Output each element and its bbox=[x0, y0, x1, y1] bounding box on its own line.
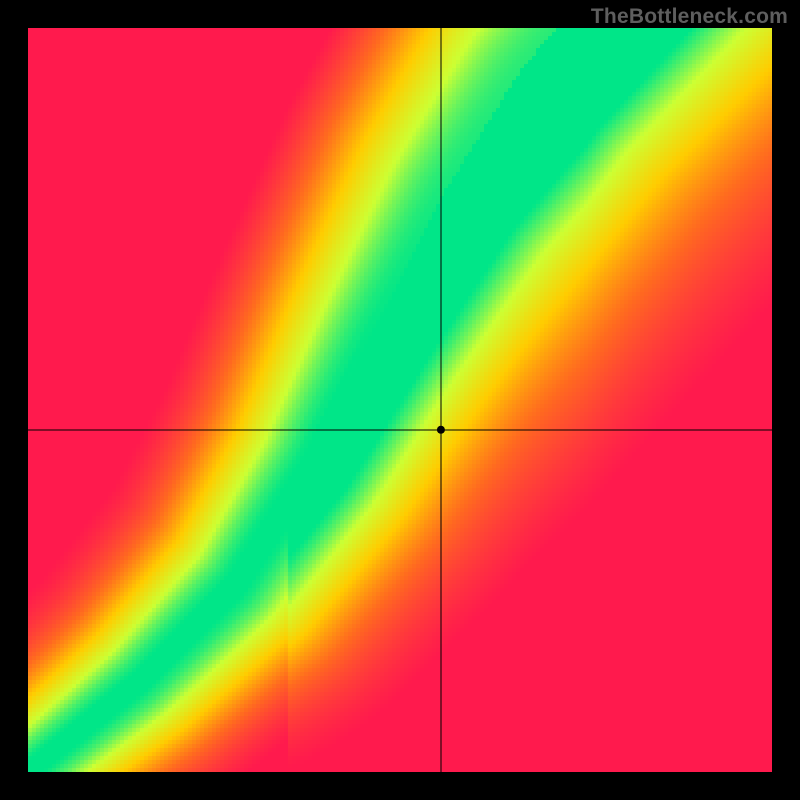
bottleneck-heatmap bbox=[28, 28, 772, 772]
image-root: TheBottleneck.com bbox=[0, 0, 800, 800]
crosshair-dot bbox=[437, 426, 445, 434]
attribution-text: TheBottleneck.com bbox=[591, 5, 788, 29]
